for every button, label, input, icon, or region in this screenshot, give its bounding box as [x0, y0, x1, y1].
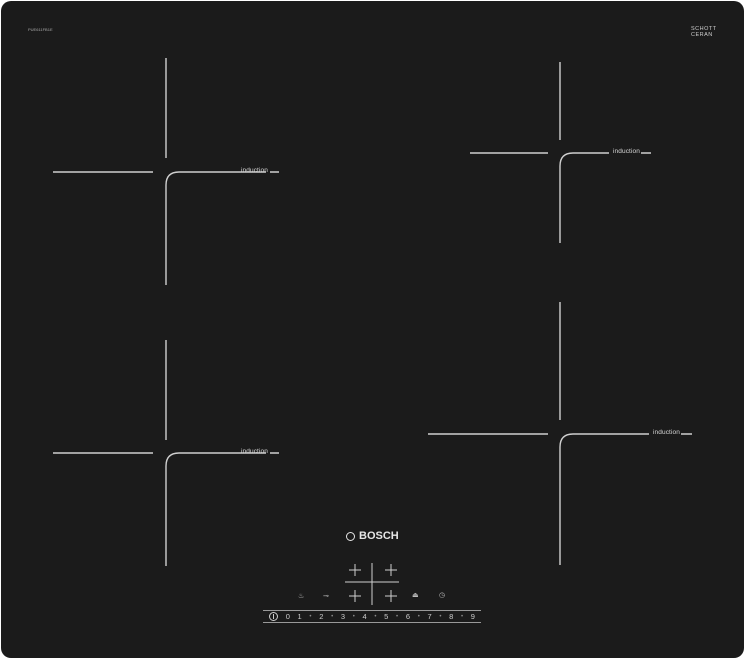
level-8[interactable]: 8	[449, 612, 454, 621]
level-0[interactable]: 0	[285, 612, 290, 621]
level-5[interactable]: 5	[384, 612, 389, 621]
zone-rear-right-marking	[470, 62, 651, 243]
model-label: PUE611FB1E	[28, 27, 53, 32]
level-7[interactable]: 7	[427, 612, 432, 621]
bosch-armature-icon	[346, 531, 355, 541]
plus-icon-front-right	[385, 590, 397, 602]
zone-front-left-marking	[53, 340, 279, 566]
power-level-slider[interactable]: 0 1 • 2 • 3 • 4 • 5 • 6 • 7 • 8 • 9	[263, 610, 481, 623]
power-icon[interactable]	[269, 612, 278, 621]
boost-flame-icon[interactable]: ♨	[298, 593, 305, 600]
zone-label-rear-left: induction	[241, 167, 268, 174]
zone-selector-cross	[345, 563, 399, 605]
zone-label-rear-right: induction	[613, 148, 640, 155]
plus-icon-rear-left	[349, 564, 361, 576]
zone-label-front-left: induction	[241, 448, 268, 455]
power-management-icon[interactable]: ⏏	[412, 592, 419, 599]
glass-brand-line-2: CERAN	[691, 32, 713, 38]
plus-icon-front-left	[349, 590, 361, 602]
brand-name: BOSCH	[359, 530, 399, 542]
glass-brand-line-1: SCHOTT	[691, 26, 717, 32]
bosch-logo: BOSCH	[346, 530, 399, 542]
level-6[interactable]: 6	[405, 612, 410, 621]
plus-icon-rear-right	[385, 564, 397, 576]
child-lock-key-icon[interactable]: ⊸	[323, 593, 329, 600]
level-2[interactable]: 2	[319, 612, 324, 621]
level-9[interactable]: 9	[470, 612, 475, 621]
level-1[interactable]: 1	[297, 612, 302, 621]
zone-label-front-right: induction	[653, 429, 680, 436]
zone-rear-left-marking	[53, 58, 279, 285]
level-3[interactable]: 3	[340, 612, 346, 621]
schott-ceran-logo: SCHOTT CERAN	[691, 26, 717, 38]
level-4[interactable]: 4	[362, 612, 367, 621]
timer-icon[interactable]: ◷	[439, 592, 446, 599]
zone-front-right-marking	[428, 302, 692, 565]
